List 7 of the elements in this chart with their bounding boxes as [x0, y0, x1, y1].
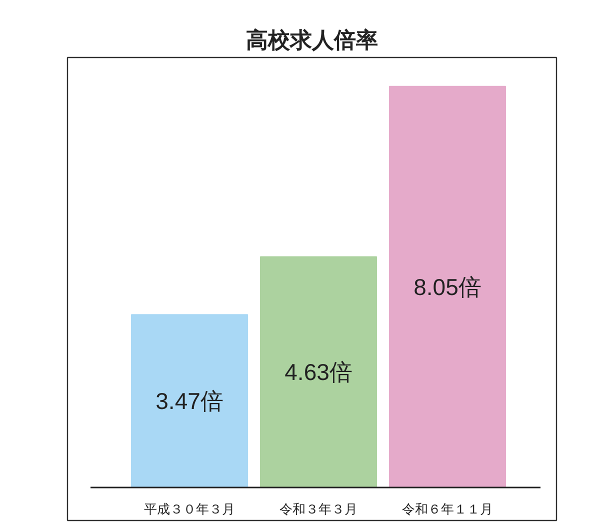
x-tick-label: 平成３０年３月	[144, 502, 236, 517]
x-tick-label: 令和６年１１月	[402, 502, 494, 517]
data-label: 4.63倍	[284, 359, 352, 386]
chart-title: 高校求人倍率	[246, 28, 378, 52]
data-label: 3.47倍	[156, 388, 224, 414]
x-tick-label: 令和３年３月	[280, 502, 358, 517]
data-label: 8.05倍	[414, 274, 482, 300]
